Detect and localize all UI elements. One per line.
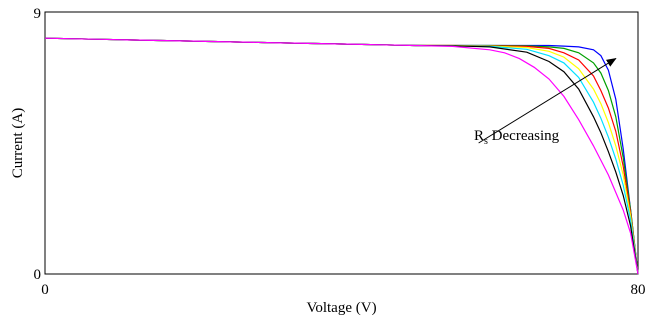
annotation-subscript-s: s xyxy=(484,136,488,147)
annotation-decreasing: Decreasing xyxy=(488,128,560,144)
iv-curve-series-7 xyxy=(44,37,639,275)
iv-curve-series-5 xyxy=(44,37,639,275)
iv-curve-series-4 xyxy=(44,37,639,275)
iv-curve-series-3 xyxy=(44,37,639,275)
x-tick-label-0: 0 xyxy=(41,282,49,298)
y-tick-label-9: 9 xyxy=(34,6,42,22)
x-tick-label-80: 80 xyxy=(631,282,646,298)
iv-curve-series-6 xyxy=(44,37,639,275)
annotation-arrow xyxy=(478,58,617,144)
plot-frame xyxy=(44,11,639,275)
x-axis-label: Voltage (V) xyxy=(306,300,376,316)
y-axis-label: Current (A) xyxy=(10,108,26,178)
iv-curve-series-1 xyxy=(44,37,639,275)
series-layer xyxy=(44,37,639,275)
iv-curve-series-2 xyxy=(44,37,639,275)
annotation-r: R xyxy=(474,128,484,144)
y-tick-label-0: 0 xyxy=(34,267,42,283)
annotation-label: Rs Decreasing xyxy=(474,128,560,147)
